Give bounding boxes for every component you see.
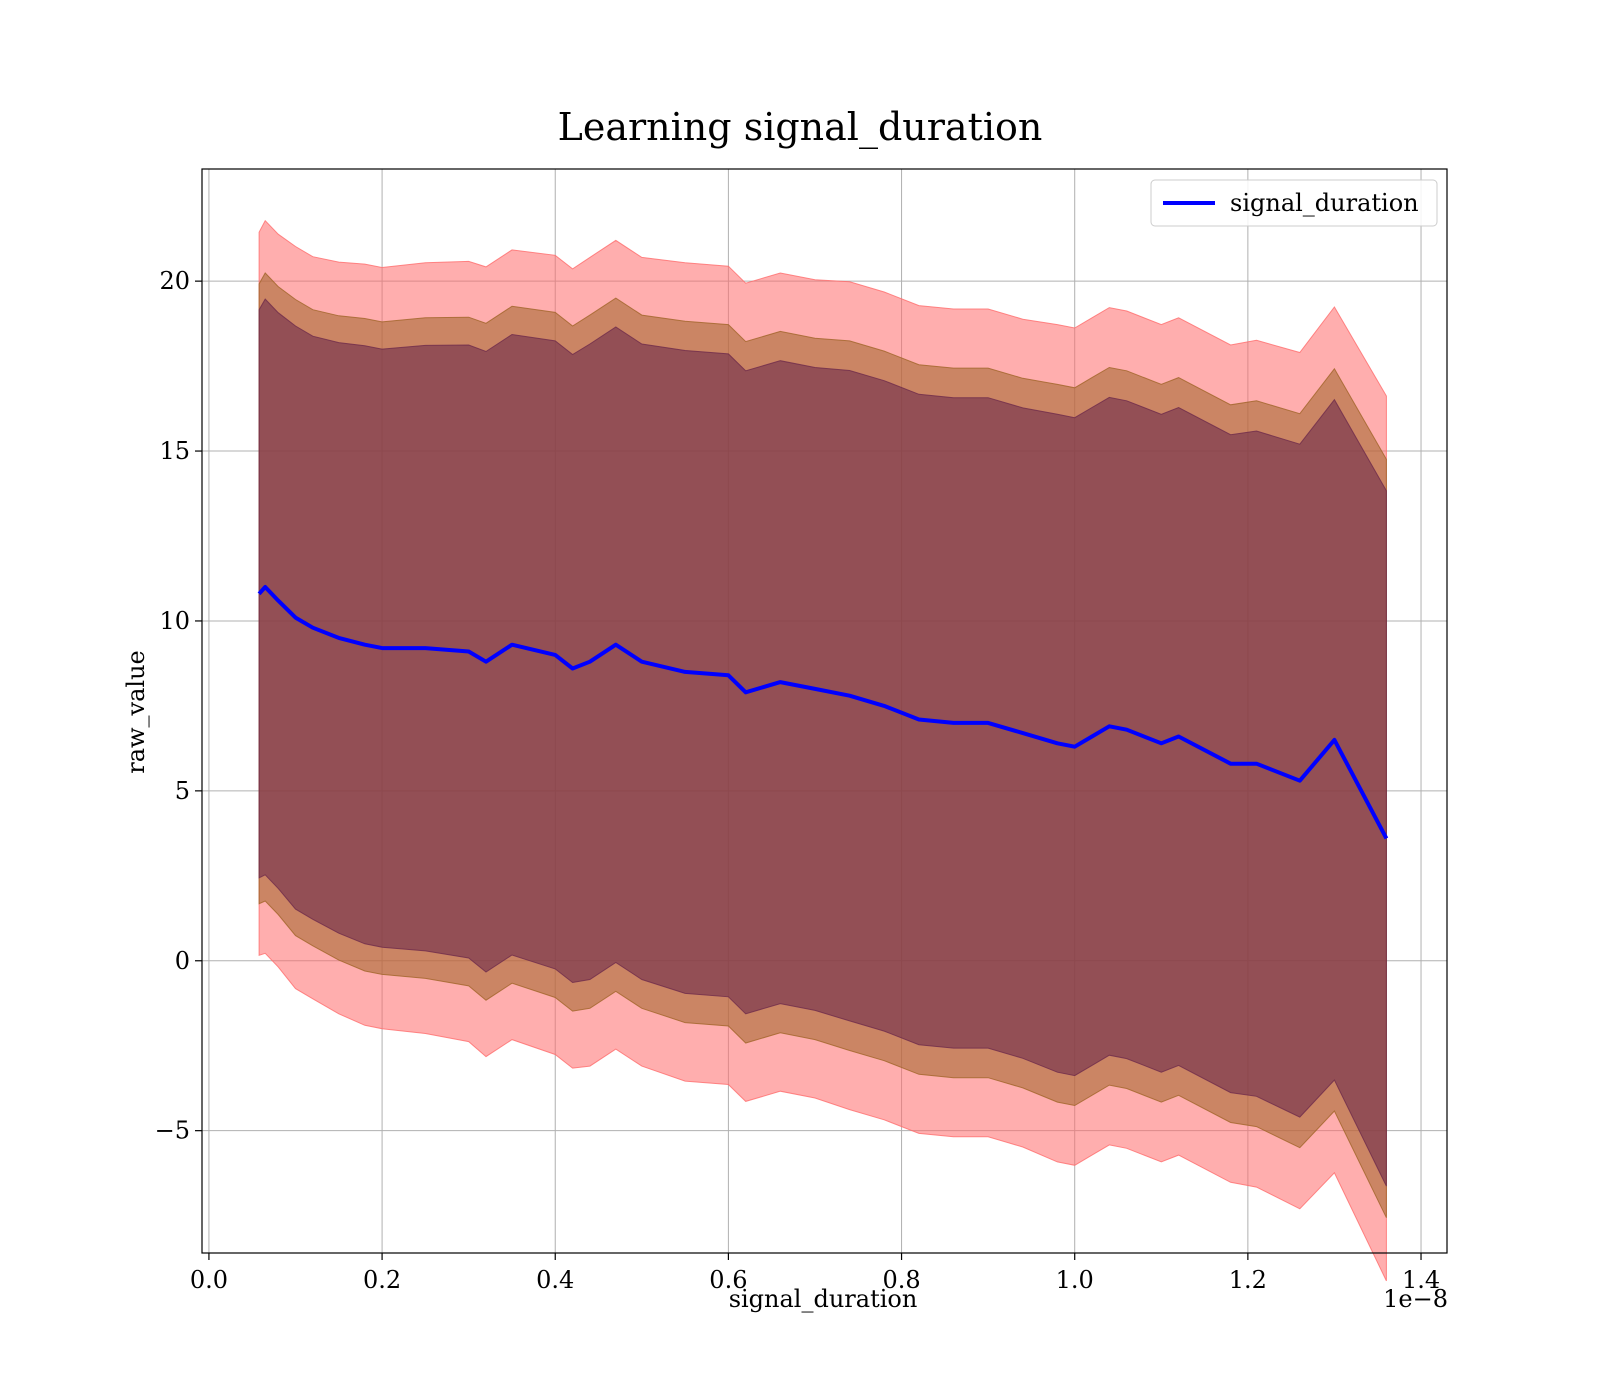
y-tick-label: 5 <box>175 777 190 805</box>
x-tick-label: 1.0 <box>1056 1266 1094 1294</box>
series-line-group <box>257 585 1389 840</box>
x-tick-label: 1.2 <box>1229 1266 1267 1294</box>
x-tick-label: 0.8 <box>882 1266 920 1294</box>
y-tick-label: 0 <box>175 947 190 975</box>
series-line <box>257 585 1389 840</box>
legend-label: signal_duration <box>1230 189 1419 217</box>
x-axis-label: signal_duration <box>729 1285 918 1313</box>
std-bands <box>258 219 1387 1282</box>
axes-border <box>201 168 1448 1254</box>
y-axis-ticks: −5 0 5 10 15 20 <box>155 267 202 1145</box>
x-tick-label: 0.4 <box>536 1266 574 1294</box>
y-tick-label: 20 <box>159 267 190 295</box>
legend-box <box>1150 179 1438 227</box>
x-axis-offset-label: 1e−8 <box>1383 1285 1448 1313</box>
chart-title: Learning signal_duration <box>558 105 1043 150</box>
y-axis-label: raw_value <box>122 650 150 774</box>
y-tick-label: −5 <box>155 1117 190 1145</box>
x-axis-ticks: 0.0 0.2 0.4 0.6 0.8 1.0 1.2 1.4 <box>190 1253 1440 1294</box>
y-tick-label: 15 <box>159 437 190 465</box>
legend: signal_duration <box>1150 179 1438 227</box>
x-tick-label: 0.2 <box>363 1266 401 1294</box>
y-tick-label: 10 <box>159 607 190 635</box>
std-band-3 <box>258 298 1387 1187</box>
axes-frame <box>201 168 1448 1254</box>
x-tick-label: 0.0 <box>190 1266 228 1294</box>
x-tick-label: 0.6 <box>709 1266 747 1294</box>
x-tick-label: 1.4 <box>1402 1266 1440 1294</box>
